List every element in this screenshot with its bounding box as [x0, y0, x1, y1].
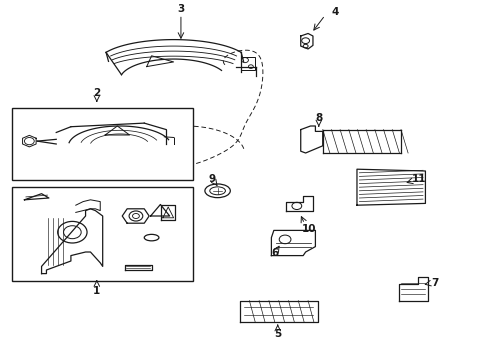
Text: 2: 2	[93, 88, 100, 98]
Text: 4: 4	[330, 6, 338, 17]
Text: 5: 5	[274, 329, 281, 339]
Text: 9: 9	[208, 174, 215, 184]
Bar	[241, 57, 254, 70]
Text: 1: 1	[93, 286, 100, 296]
Text: 3: 3	[177, 4, 184, 14]
Text: 11: 11	[410, 174, 425, 184]
Polygon shape	[122, 209, 149, 223]
Text: 7: 7	[430, 278, 438, 288]
Bar	[12, 187, 193, 281]
Bar	[12, 108, 193, 180]
Polygon shape	[285, 196, 312, 211]
Polygon shape	[41, 209, 102, 274]
Text: 8: 8	[315, 113, 322, 123]
Text: 10: 10	[301, 224, 316, 234]
Text: 6: 6	[271, 248, 278, 258]
Polygon shape	[271, 230, 315, 256]
Polygon shape	[398, 277, 427, 301]
